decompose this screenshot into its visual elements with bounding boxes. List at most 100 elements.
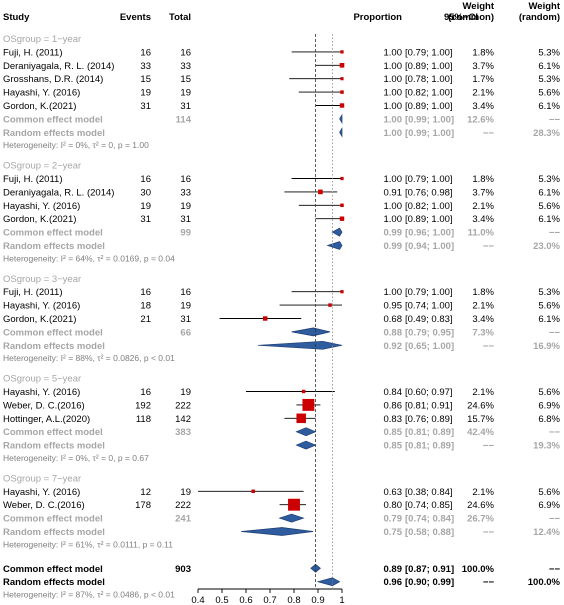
- study-total: 19: [180, 387, 191, 398]
- study-total: 15: [180, 74, 191, 85]
- study-events: 21: [140, 314, 151, 325]
- study-total: 142: [175, 414, 191, 425]
- study-weight-random: 5.3%: [538, 174, 560, 185]
- group-common-label: Common effect model: [3, 114, 103, 125]
- group-common-weight-common: 42.4%: [467, 427, 494, 438]
- x-tick-label: 0.6: [239, 595, 252, 605]
- study-point-box: [251, 489, 255, 494]
- study-ci: [0.38; 0.84]: [405, 487, 453, 498]
- study-events: 18: [140, 301, 151, 312]
- header-study: Study: [3, 12, 30, 23]
- study-ci: [0.79; 1.00]: [405, 287, 453, 298]
- group-common-ci: [0.81; 0.89]: [405, 427, 454, 438]
- group-heterogeneity: Heterogeneity: I² = 61%, τ² = 0.0111, p …: [3, 539, 173, 549]
- group-random-diamond: [339, 127, 343, 138]
- study-weight-random: 6.1%: [538, 214, 560, 225]
- group-common-diamond: [339, 113, 343, 125]
- study-weight-random: 6.9%: [538, 400, 560, 411]
- study-events: 33: [140, 61, 151, 72]
- study-name: Hayashi, Y. (2016): [3, 201, 80, 212]
- overall-common-total: 903: [175, 564, 191, 575]
- group-random-diamond: [295, 440, 317, 450]
- group-common-weight-random: −−: [549, 427, 561, 438]
- group-common-weight-random: −−: [549, 228, 561, 239]
- overall-heterogeneity: Heterogeneity: I² = 87%, τ² = 0.0486, p …: [3, 590, 175, 600]
- study-events: 19: [140, 201, 151, 212]
- header-ci: 95%−CI: [444, 12, 478, 23]
- study-events: 178: [135, 500, 151, 511]
- group-common-label: Common effect model: [3, 514, 103, 525]
- study-weight-random: 5.3%: [538, 47, 560, 58]
- study-point-box: [339, 103, 345, 108]
- study-total: 31: [180, 214, 191, 225]
- overall-random-ci: [0.90; 0.99]: [405, 577, 454, 588]
- study-events: 16: [140, 387, 151, 398]
- study-point-box: [340, 203, 344, 208]
- study-weight-common: 3.7%: [472, 61, 494, 72]
- study-events: 31: [140, 101, 151, 112]
- group-random-weight-common: −−: [483, 241, 495, 252]
- group-common-weight-common: 12.6%: [467, 114, 494, 125]
- group-common-weight-random: −−: [549, 514, 561, 525]
- group-random-weight-common: −−: [483, 341, 495, 352]
- group-common-weight-common: 7.3%: [472, 327, 494, 338]
- study-weight-random: 5.6%: [538, 88, 560, 99]
- x-tick-label: 0.5: [215, 595, 228, 605]
- study-proportion: 1.00: [384, 47, 403, 58]
- overall-common-proportion: 0.89: [384, 564, 403, 575]
- group-random-label: Random effects model: [3, 527, 105, 538]
- study-proportion: 0.91: [384, 187, 403, 198]
- study-point-box: [262, 316, 268, 321]
- study-point-box: [328, 303, 332, 307]
- study-events: 12: [140, 487, 151, 498]
- header-total: Total: [169, 12, 191, 23]
- group-heterogeneity: Heterogeneity: I² = 0%, τ² = 0, p = 1.00: [3, 140, 149, 150]
- group-label: OSgroup = 5−year: [3, 374, 81, 385]
- study-ci: [0.79; 1.00]: [405, 47, 453, 58]
- group-random-proportion: 0.99: [384, 241, 403, 252]
- study-proportion: 0.83: [384, 414, 403, 425]
- group-common-weight-common: 26.7%: [467, 514, 494, 525]
- study-point-box: [302, 398, 315, 411]
- group-common-proportion: 1.00: [384, 114, 403, 125]
- study-name: Hayashi, Y. (2016): [3, 487, 80, 498]
- group-random-weight-random: 16.9%: [533, 341, 560, 352]
- group-random-weight-random: 12.4%: [533, 527, 560, 538]
- study-ci: [0.74; 0.85]: [405, 500, 453, 511]
- study-ci: [0.78; 1.00]: [405, 74, 453, 85]
- study-weight-random: 6.1%: [538, 61, 560, 72]
- study-proportion: 1.00: [384, 174, 403, 185]
- study-ci: [0.89; 1.00]: [405, 61, 453, 72]
- study-proportion: 1.00: [384, 214, 403, 225]
- group-common-diamond: [295, 427, 317, 437]
- group-common-weight-random: −−: [549, 114, 561, 125]
- study-total: 19: [180, 88, 191, 99]
- group-label: OSgroup = 7−year: [3, 473, 81, 484]
- study-weight-common: 3.7%: [472, 187, 494, 198]
- group-random-ci: [0.65; 1.00]: [405, 341, 454, 352]
- group-random-weight-random: 23.0%: [533, 241, 560, 252]
- study-ci: [0.60; 0.97]: [405, 387, 453, 398]
- group-random-proportion: 0.85: [384, 441, 403, 452]
- overall-random-weight-random: 100.0%: [528, 577, 561, 588]
- study-total: 222: [175, 400, 191, 411]
- overall-random-label: Random effects model: [3, 577, 105, 588]
- study-proportion: 0.84: [384, 387, 403, 398]
- group-random-label: Random effects model: [3, 441, 105, 452]
- header-weight-random-line1: Weight: [529, 1, 561, 12]
- group-common-weight-common: 11.0%: [468, 228, 495, 239]
- group-random-weight-common: −−: [483, 128, 495, 139]
- study-point-box: [301, 389, 306, 394]
- group-random-ci: [0.99; 1.00]: [405, 128, 454, 139]
- group-common-proportion: 0.79: [384, 514, 403, 525]
- group-common-diamond: [278, 513, 305, 523]
- header-weight-random-line2: (random): [519, 12, 560, 23]
- study-events: 192: [135, 400, 151, 411]
- study-total: 16: [180, 174, 191, 185]
- study-ci: [0.49; 0.83]: [405, 314, 453, 325]
- study-weight-random: 6.9%: [538, 500, 560, 511]
- study-weight-common: 24.6%: [467, 500, 494, 511]
- study-name: Fuji, H. (2011): [3, 174, 62, 185]
- study-events: 16: [140, 47, 151, 58]
